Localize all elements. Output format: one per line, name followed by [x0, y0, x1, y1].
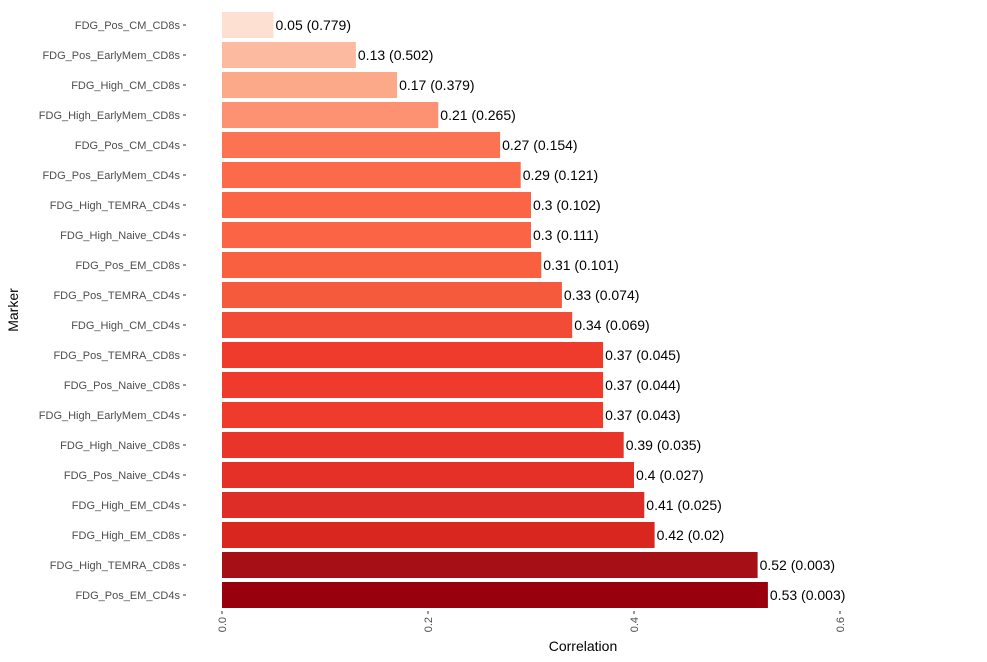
y-tick-label: FDG_Pos_EM_CD4s — [75, 590, 180, 602]
y-tick-label: FDG_High_EarlyMem_CD4s — [39, 410, 181, 422]
bar-value-label: 0.29 (0.121) — [523, 167, 599, 183]
bar-value-label: 0.33 (0.074) — [564, 287, 640, 303]
bar — [222, 312, 573, 338]
bar-value-label: 0.05 (0.779) — [276, 17, 352, 33]
y-tick-label: FDG_High_TEMRA_CD4s — [50, 200, 181, 212]
bar — [222, 42, 356, 68]
bar-value-label: 0.3 (0.102) — [533, 197, 601, 213]
bar — [222, 102, 439, 128]
y-tick-label: FDG_High_Naive_CD4s — [60, 230, 180, 242]
bar-value-label: 0.37 (0.045) — [605, 347, 681, 363]
bar — [222, 162, 521, 188]
x-tick-label: 0.2 — [423, 617, 435, 632]
y-tick-label: FDG_High_CM_CD8s — [71, 80, 180, 92]
bar — [222, 372, 604, 398]
y-tick-label: FDG_High_TEMRA_CD8s — [50, 560, 181, 572]
bar-value-label: 0.27 (0.154) — [502, 137, 577, 153]
bar — [222, 192, 531, 218]
y-tick-label: FDG_Pos_Naive_CD8s — [64, 380, 181, 392]
x-tick-label: 0.4 — [629, 617, 641, 632]
x-tick-label: 0.6 — [835, 617, 847, 632]
bar — [222, 252, 542, 278]
bar — [222, 432, 624, 458]
bar — [222, 342, 604, 368]
bar-value-label: 0.37 (0.043) — [605, 407, 681, 423]
bar-value-label: 0.17 (0.379) — [399, 77, 475, 93]
y-tick-label: FDG_High_CM_CD4s — [71, 320, 180, 332]
bars-group — [222, 12, 768, 608]
bar-value-label: 0.13 (0.502) — [358, 47, 434, 63]
bar — [222, 522, 655, 548]
y-tick-label: FDG_Pos_EarlyMem_CD8s — [42, 50, 180, 62]
bar — [222, 282, 562, 308]
bar-value-label: 0.4 (0.027) — [636, 467, 704, 483]
bar-labels-group: 0.05 (0.779) 0.13 (0.502) 0.17 (0.379) 0.21… — [276, 17, 846, 603]
y-tick-label: FDG_Pos_EarlyMem_CD4s — [42, 170, 180, 182]
bar-value-label: 0.37 (0.044) — [605, 377, 681, 393]
y-tick-label: FDG_Pos_EM_CD8s — [75, 260, 180, 272]
bar — [222, 132, 501, 158]
bar — [222, 492, 645, 518]
y-tick-label: FDG_Pos_TEMRA_CD4s — [53, 290, 180, 302]
bar — [222, 72, 398, 98]
y-tick-label: FDG_Pos_TEMRA_CD8s — [53, 350, 180, 362]
bar-value-label: 0.34 (0.069) — [574, 317, 650, 333]
y-tick-label: FDG_High_EM_CD4s — [72, 500, 181, 512]
bar-value-label: 0.41 (0.025) — [646, 497, 722, 513]
x-axis: 0.0 0.2 0.4 0.6 — [217, 611, 847, 632]
bar-value-label: 0.31 (0.101) — [543, 257, 619, 273]
bar-value-label: 0.3 (0.111) — [533, 227, 599, 243]
y-tick-label: FDG_Pos_Naive_CD4s — [64, 470, 181, 482]
x-axis-title: Correlation — [549, 638, 617, 654]
y-axis-title: Marker — [5, 288, 21, 332]
bar — [222, 462, 634, 488]
y-axis: FDG_Pos_CM_CD8s FDG_Pos_EarlyMem_CD8s FDG_… — [39, 20, 186, 602]
bar — [222, 12, 274, 38]
bar-value-label: 0.42 (0.02) — [657, 527, 725, 543]
bar — [222, 582, 768, 608]
bar — [222, 222, 531, 248]
y-tick-label: FDG_Pos_CM_CD4s — [75, 140, 181, 152]
bar — [222, 552, 758, 578]
y-tick-label: FDG_High_EM_CD8s — [72, 530, 181, 542]
y-tick-label: FDG_High_EarlyMem_CD8s — [39, 110, 181, 122]
y-tick-label: FDG_Pos_CM_CD8s — [75, 20, 181, 32]
x-tick-label: 0.0 — [217, 617, 229, 632]
bar-value-label: 0.21 (0.265) — [440, 107, 516, 123]
bar — [222, 402, 604, 428]
bar-value-label: 0.39 (0.035) — [626, 437, 702, 453]
y-tick-label: FDG_High_Naive_CD8s — [60, 440, 180, 452]
bar-value-label: 0.53 (0.003) — [770, 587, 846, 603]
bar-value-label: 0.52 (0.003) — [760, 557, 836, 573]
